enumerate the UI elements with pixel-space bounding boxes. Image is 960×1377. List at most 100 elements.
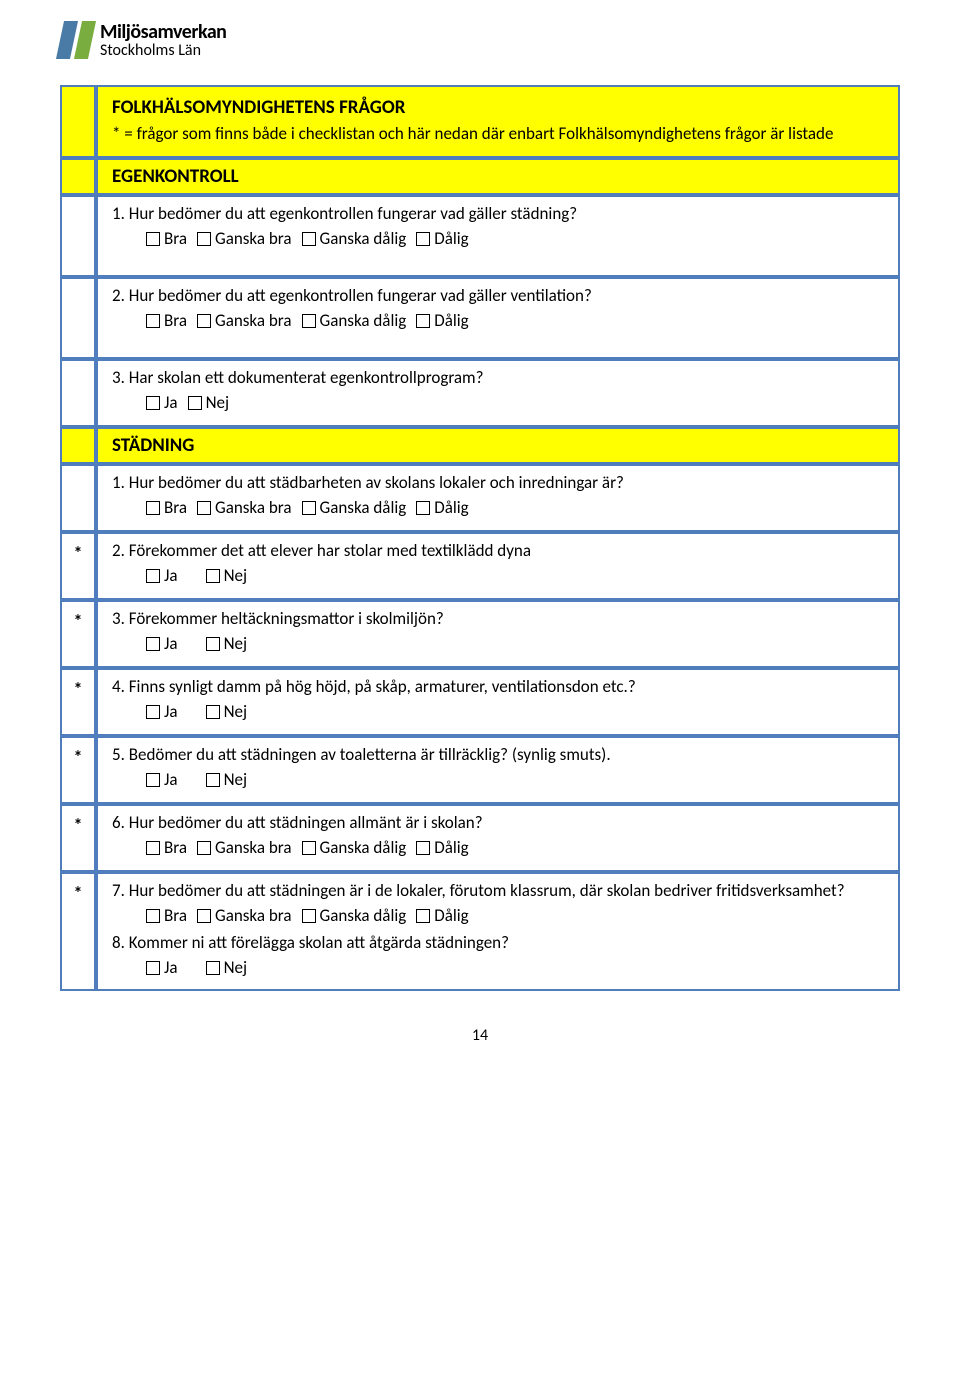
row-marker	[60, 464, 96, 532]
options-group: Ja Nej	[146, 392, 884, 415]
checkbox-icon[interactable]	[146, 961, 160, 975]
checkbox-icon[interactable]	[146, 569, 160, 583]
checkbox-icon[interactable]	[206, 961, 220, 975]
row-marker: *	[60, 532, 96, 600]
checkbox-icon[interactable]	[206, 773, 220, 787]
row-content: STÄDNING	[96, 427, 900, 465]
options-group: Bra Ganska bra Ganska dålig Dålig	[146, 837, 884, 860]
option-label: Dålig	[434, 837, 468, 858]
row-content: 1. Hur bedömer du att egenkontrollen fun…	[96, 195, 900, 277]
option: Nej	[206, 769, 248, 790]
option-label: Dålig	[434, 497, 468, 518]
option: Nej	[206, 701, 248, 722]
checkbox-icon[interactable]	[146, 501, 160, 515]
option: Ganska bra	[197, 837, 292, 858]
checkbox-icon[interactable]	[146, 637, 160, 651]
checkbox-icon[interactable]	[188, 396, 202, 410]
checkbox-icon[interactable]	[146, 773, 160, 787]
option-label: Ja	[164, 701, 178, 722]
checkbox-icon[interactable]	[302, 841, 316, 855]
option: Nej	[206, 957, 248, 978]
option: Ja	[146, 957, 178, 978]
option: Ganska dålig	[302, 228, 407, 249]
option-label: Ja	[164, 957, 178, 978]
option: Dålig	[416, 837, 468, 858]
row-content: 7. Hur bedömer du att städningen är i de…	[96, 872, 900, 992]
logo-bars-icon	[60, 21, 92, 59]
checkbox-icon[interactable]	[146, 232, 160, 246]
section-heading: FOLKHÄLSOMYNDIGHETENS FRÅGOR	[112, 95, 884, 121]
options-group: BraGanska braGanska dåligDålig	[146, 905, 884, 928]
option: Ganska bra	[197, 905, 292, 926]
row-content: EGENKONTROLL	[96, 158, 900, 196]
checkbox-icon[interactable]	[416, 314, 430, 328]
question-text: 5. Bedömer du att städningen av toalette…	[112, 744, 884, 767]
checkbox-icon[interactable]	[146, 705, 160, 719]
row-marker: *	[60, 600, 96, 668]
option: Ja	[146, 769, 178, 790]
checkbox-icon[interactable]	[146, 841, 160, 855]
option-label: Ja	[164, 633, 178, 654]
row-marker: *	[60, 668, 96, 736]
option-label: Ganska bra	[215, 228, 292, 249]
checkbox-icon[interactable]	[206, 705, 220, 719]
row-marker	[60, 359, 96, 427]
option: Bra	[146, 497, 187, 518]
checkbox-icon[interactable]	[416, 909, 430, 923]
option: Ganska bra	[197, 497, 292, 518]
checkbox-icon[interactable]	[197, 841, 211, 855]
subsection-heading: STÄDNING	[112, 433, 884, 459]
row-marker	[60, 85, 96, 158]
option-label: Ganska bra	[215, 497, 292, 518]
option: Nej	[206, 565, 248, 586]
row-content: 5. Bedömer du att städningen av toalette…	[96, 736, 900, 804]
option: Bra	[146, 837, 187, 858]
checkbox-icon[interactable]	[197, 909, 211, 923]
option-label: Ja	[164, 769, 178, 790]
options-group: Ja Nej	[146, 701, 884, 724]
option-label: Ganska bra	[215, 310, 292, 331]
options-group: Ja Nej	[146, 769, 884, 792]
question-text: 1. Hur bedömer du att egenkontrollen fun…	[112, 203, 884, 226]
checkbox-icon[interactable]	[146, 314, 160, 328]
question-text: 4. Finns synligt damm på hög höjd, på sk…	[112, 676, 884, 699]
checkbox-icon[interactable]	[302, 314, 316, 328]
option: Nej	[206, 633, 248, 654]
row-content: 4. Finns synligt damm på hög höjd, på sk…	[96, 668, 900, 736]
checkbox-icon[interactable]	[302, 501, 316, 515]
option: Ganska dålig	[302, 837, 407, 858]
options-group: BraGanska braGanska dåligDålig	[146, 310, 884, 333]
option-label: Nej	[206, 392, 230, 413]
row-marker: *	[60, 804, 96, 872]
options-group: Ja Nej	[146, 957, 884, 980]
checkbox-icon[interactable]	[146, 396, 160, 410]
checkbox-icon[interactable]	[146, 909, 160, 923]
checkbox-icon[interactable]	[416, 841, 430, 855]
checkbox-icon[interactable]	[197, 314, 211, 328]
option-label: Dålig	[434, 310, 468, 331]
question-text: 8. Kommer ni att förelägga skolan att åt…	[112, 932, 884, 955]
checkbox-icon[interactable]	[416, 232, 430, 246]
logo: Miljösamverkan Stockholms Län	[60, 20, 900, 60]
option: Bra	[146, 905, 187, 926]
option-label: Bra	[164, 497, 187, 518]
option-label: Nej	[224, 957, 248, 978]
checkbox-icon[interactable]	[197, 232, 211, 246]
option: Dålig	[416, 905, 468, 926]
checkbox-icon[interactable]	[206, 569, 220, 583]
options-group: Ja Nej	[146, 633, 884, 656]
option: Ja	[146, 701, 178, 722]
question-text: 3. Har skolan ett dokumenterat egenkontr…	[112, 367, 884, 390]
option-label: Bra	[164, 905, 187, 926]
checkbox-icon[interactable]	[206, 637, 220, 651]
checkbox-icon[interactable]	[302, 909, 316, 923]
option-label: Dålig	[434, 905, 468, 926]
checkbox-icon[interactable]	[302, 232, 316, 246]
option-label: Ganska dålig	[320, 228, 407, 249]
option: Ja	[146, 392, 178, 413]
option-label: Dålig	[434, 228, 468, 249]
page-number: 14	[60, 1026, 900, 1045]
checkbox-icon[interactable]	[197, 501, 211, 515]
option-label: Ganska dålig	[320, 837, 407, 858]
checkbox-icon[interactable]	[416, 501, 430, 515]
